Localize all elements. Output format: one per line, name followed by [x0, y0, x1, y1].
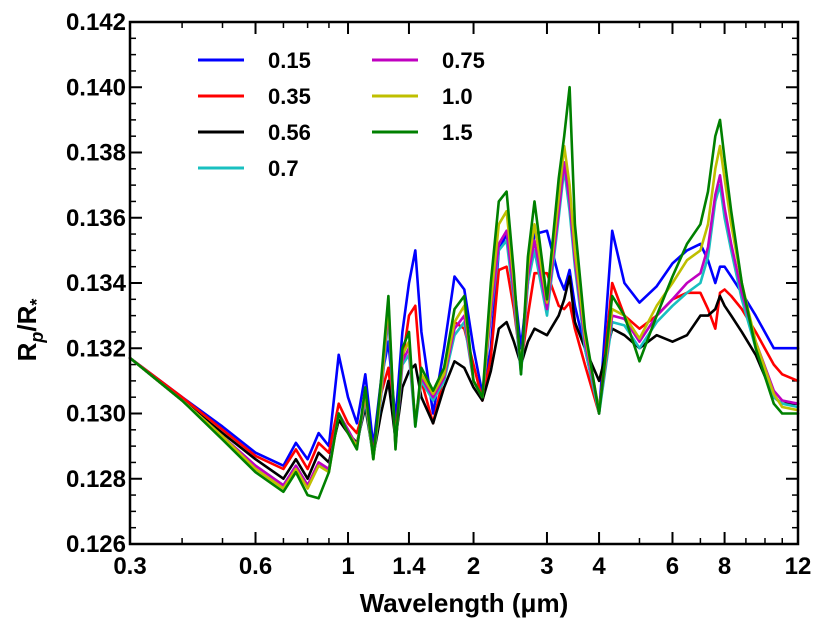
- x-axis-title: Wavelength (μm): [360, 588, 569, 618]
- legend-label: 1.0: [442, 84, 473, 109]
- y-tick-label: 0.128: [66, 466, 126, 493]
- legend-item: 1.5: [372, 120, 473, 145]
- x-tick-label: 1.4: [392, 553, 426, 580]
- y-tick-label: 0.136: [66, 205, 126, 232]
- x-tick-label: 1: [341, 553, 354, 580]
- x-tick-label: 3: [540, 553, 553, 580]
- y-tick-label: 0.138: [66, 140, 126, 167]
- y-tick-label: 0.132: [66, 335, 126, 362]
- series-line-0.56: [128, 275, 800, 481]
- series-lines: [128, 85, 800, 500]
- legend-item: 0.35: [198, 84, 311, 109]
- y-axis-title-subscript: p: [27, 332, 47, 344]
- y-tick-label: 0.126: [66, 531, 126, 558]
- svg-text:Rp/R*: Rp/R*: [12, 299, 47, 362]
- legend-label: 0.15: [268, 48, 311, 73]
- legend-label: 0.35: [268, 84, 311, 109]
- legend-item: 1.0: [372, 84, 473, 109]
- y-tick-label: 0.140: [66, 74, 126, 101]
- x-tick-label: 0.6: [239, 553, 272, 580]
- legend-label: 0.75: [442, 48, 485, 73]
- series-line-1.5: [128, 85, 800, 500]
- legend-label: 0.7: [268, 156, 299, 181]
- y-axis-title: Rp/R*: [12, 299, 47, 362]
- x-tick-label: 0.3: [113, 553, 146, 580]
- legend-item: 0.7: [198, 156, 299, 181]
- x-tick-label: 2: [467, 553, 480, 580]
- y-axis-title-star: *: [27, 299, 47, 306]
- x-tick-label: 8: [718, 553, 731, 580]
- x-tick-label: 4: [592, 553, 606, 580]
- legend-item: 0.56: [198, 120, 311, 145]
- legend-item: 0.15: [198, 48, 311, 73]
- y-tick-label: 0.134: [66, 270, 127, 297]
- y-tick-label: 0.130: [66, 401, 126, 428]
- series-line-0.15: [128, 229, 800, 468]
- series-line-0.35: [128, 265, 800, 471]
- legend-item: 0.75: [372, 48, 485, 73]
- y-tick-label: 0.142: [66, 9, 126, 36]
- y-axis-title-main: R: [12, 342, 42, 361]
- legend-label: 1.5: [442, 120, 473, 145]
- legend-label: 0.56: [268, 120, 311, 145]
- plot-frame: [128, 20, 800, 546]
- x-tick-label: 6: [666, 553, 679, 580]
- y-axis-ticks: 0.126 0.128 0.130 0.132 0.134 0.136 0.138 0.140…: [66, 9, 798, 558]
- x-tick-label: 12: [785, 553, 812, 580]
- legend: 0.15 0.35 0.56 0.7 0.75 1.0 1.5: [198, 48, 485, 181]
- y-axis-title-rest: /R: [12, 305, 42, 331]
